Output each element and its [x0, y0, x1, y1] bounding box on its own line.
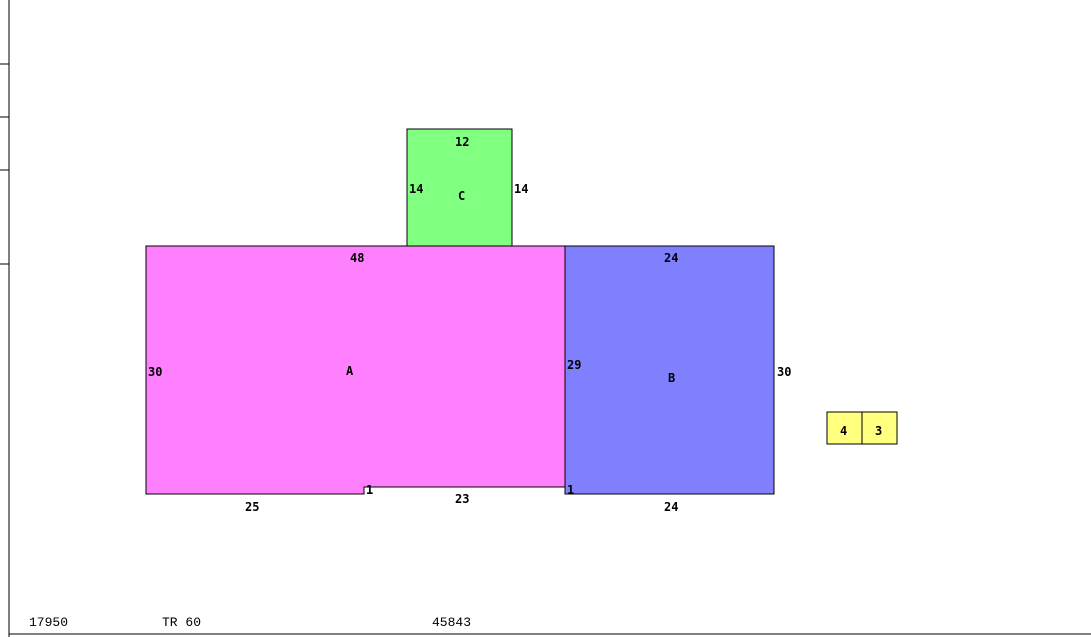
- small-box-left-label: 4: [840, 424, 847, 438]
- area-a-bottom-right-dim: 23: [455, 492, 469, 506]
- area-c-top-dim: 12: [455, 135, 469, 149]
- area-a-top-dim: 48: [350, 251, 364, 265]
- area-a-bottom-left-dim: 25: [245, 500, 259, 514]
- area-a-left-dim: 30: [148, 365, 162, 379]
- left-ruler: [0, 0, 10, 637]
- area-b-bottom-dim: 24: [664, 500, 678, 514]
- small-box-right-label: 3: [875, 424, 882, 438]
- area-c-left-dim: 14: [409, 182, 423, 196]
- area-b-right-dim: 30: [777, 365, 791, 379]
- area-c-label: C: [458, 189, 465, 203]
- footer-code-2: TR 60: [162, 615, 201, 630]
- area-b-label: B: [668, 371, 675, 385]
- area-a-shape[interactable]: [145, 245, 566, 495]
- small-box-right[interactable]: [861, 411, 898, 445]
- footer-code-1: 17950: [29, 615, 68, 630]
- area-c-right-dim: 14: [514, 182, 528, 196]
- area-b-top-dim: 24: [664, 251, 678, 265]
- area-c-shape[interactable]: [406, 128, 513, 247]
- area-b-shape[interactable]: [564, 245, 775, 495]
- small-box-left[interactable]: [826, 411, 863, 445]
- area-a-step-left-dim: 1: [366, 483, 373, 497]
- area-a-step-right-dim: 1: [567, 483, 574, 497]
- footer-code-3: 45843: [432, 615, 471, 630]
- area-a-label: A: [346, 364, 354, 378]
- area-b-left-dim: 29: [567, 358, 581, 372]
